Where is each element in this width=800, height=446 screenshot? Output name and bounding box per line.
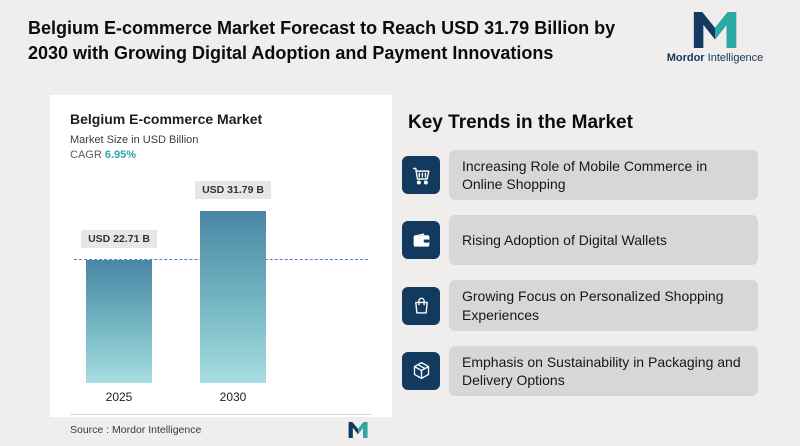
bar-chart: USD 22.71 B USD 31.79 B <box>70 165 372 383</box>
x-label-2025: 2025 <box>105 390 133 404</box>
trends-heading: Key Trends in the Market <box>408 112 633 133</box>
trend-item-digital-wallets: Rising Adoption of Digital Wallets <box>402 215 758 266</box>
bar-group-2030: USD 31.79 B <box>195 181 271 383</box>
chart-subtitle: Market Size in USD Billion <box>70 134 199 146</box>
source-text: Source : Mordor Intelligence <box>70 424 202 436</box>
cagr-label: CAGR <box>70 149 102 161</box>
bars-row: USD 22.71 B USD 31.79 B <box>70 181 372 383</box>
brand-logo: Mordor Intelligence <box>656 12 774 64</box>
package-icon <box>402 351 440 390</box>
wallet-icon <box>402 221 440 260</box>
trend-text: Growing Focus on Personalized Shopping E… <box>449 280 758 331</box>
shopping-cart-icon <box>402 156 440 195</box>
page-title: Belgium E-commerce Market Forecast to Re… <box>28 18 616 64</box>
trend-item-mobile-commerce: Increasing Role of Mobile Commerce in On… <box>402 150 758 201</box>
bar-value-label-2030: USD 31.79 B <box>195 181 271 199</box>
trend-text: Rising Adoption of Digital Wallets <box>449 215 758 266</box>
brand-name-bold: Mordor <box>666 52 705 64</box>
bar-group-2025: USD 22.71 B <box>81 230 157 383</box>
bar-value-label-2025: USD 22.71 B <box>81 230 157 248</box>
trend-item-personalized-shopping: Growing Focus on Personalized Shopping E… <box>402 280 758 331</box>
chart-title: Belgium E-commerce Market <box>70 111 263 127</box>
x-axis-labels: 2025 2030 <box>70 390 372 404</box>
mordor-logo-small-icon <box>344 422 372 438</box>
chart-cagr: CAGR 6.95% <box>70 149 372 161</box>
cagr-value: 6.95% <box>104 149 137 161</box>
mordor-logo-icon <box>686 12 744 48</box>
key-trends-section: Key Trends in the Market Increasing Role… <box>402 112 758 411</box>
x-label-2030: 2030 <box>219 390 247 404</box>
bar-2025 <box>86 260 152 383</box>
brand-name: Mordor Intelligence <box>667 52 764 64</box>
brand-name-light: Intelligence <box>707 52 764 64</box>
source-row: Source : Mordor Intelligence <box>70 414 372 446</box>
trend-text: Increasing Role of Mobile Commerce in On… <box>449 150 758 201</box>
shopping-bag-icon <box>402 286 440 325</box>
bar-2030 <box>200 211 266 383</box>
trend-text: Emphasis on Sustainability in Packaging … <box>449 345 758 397</box>
trend-item-sustainability: Emphasis on Sustainability in Packaging … <box>402 345 758 397</box>
market-chart-card: Belgium E-commerce Market Market Size in… <box>50 95 392 417</box>
